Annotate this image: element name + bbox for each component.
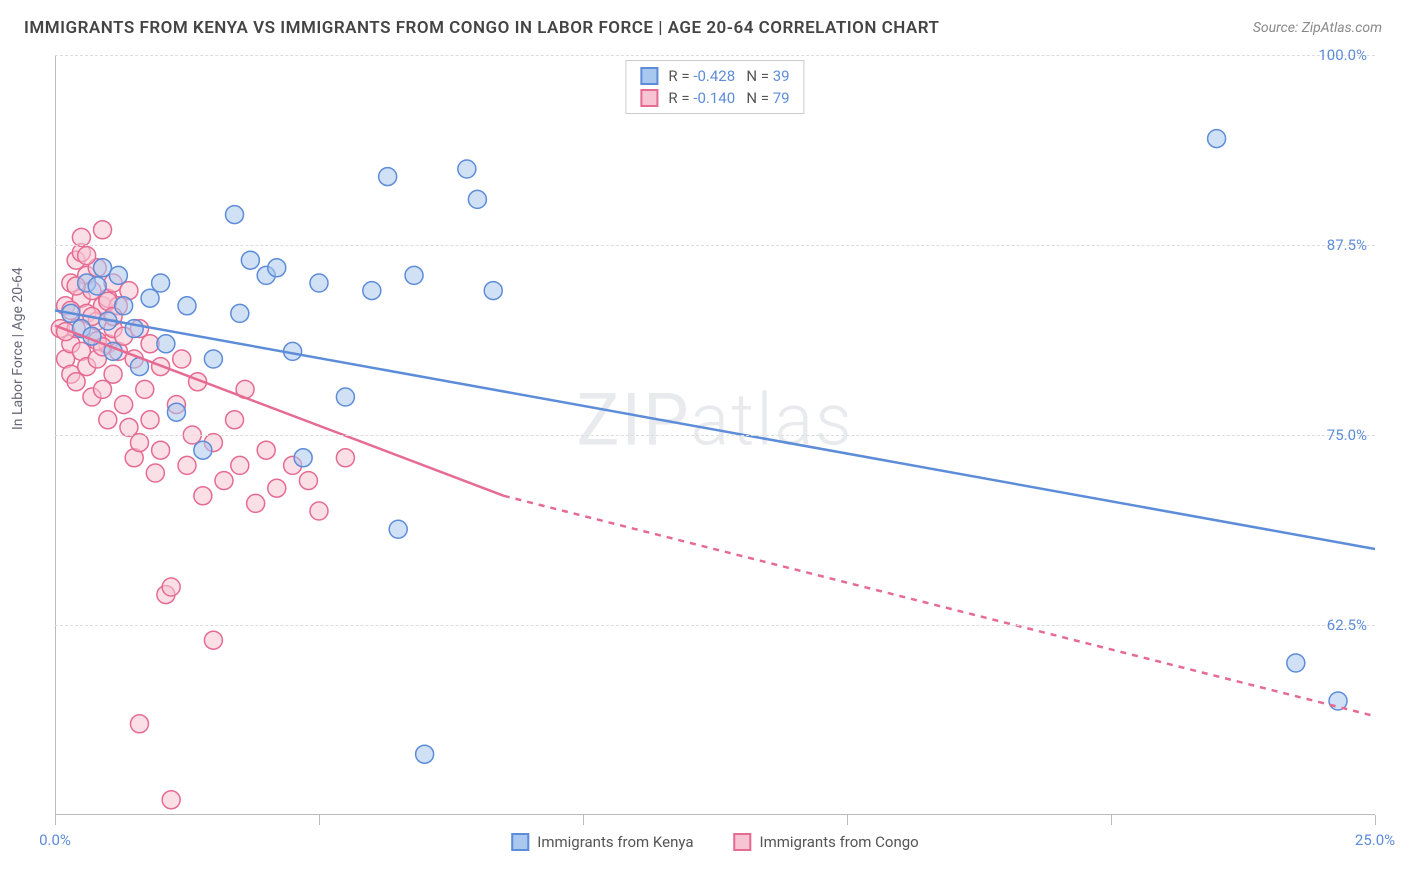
source-attribution: Source: ZipAtlas.com bbox=[1253, 20, 1382, 36]
ytick-label: 87.5% bbox=[1327, 236, 1367, 254]
data-point bbox=[115, 297, 133, 315]
data-point bbox=[379, 168, 397, 186]
data-point bbox=[247, 494, 265, 512]
data-point bbox=[204, 631, 222, 649]
series-legend: Immigrants from Kenya Immigrants from Co… bbox=[511, 833, 918, 851]
data-point bbox=[115, 396, 133, 414]
data-point bbox=[268, 259, 286, 277]
chart-plot-area: ZIPatlas R = -0.428 N = 39 R = -0.140 N … bbox=[55, 55, 1375, 815]
data-point bbox=[336, 388, 354, 406]
xtick bbox=[55, 815, 56, 825]
data-point bbox=[257, 441, 275, 459]
data-point bbox=[78, 247, 96, 265]
legend-label: Immigrants from Kenya bbox=[537, 833, 693, 851]
xtick-label: 0.0% bbox=[39, 831, 71, 849]
data-point bbox=[136, 380, 154, 398]
data-point bbox=[215, 472, 233, 490]
legend-row-kenya: R = -0.428 N = 39 bbox=[626, 65, 803, 87]
data-point bbox=[241, 251, 259, 269]
swatch-congo bbox=[640, 89, 658, 107]
data-point bbox=[167, 403, 185, 421]
data-point bbox=[405, 266, 423, 284]
ytick-label: 75.0% bbox=[1327, 426, 1367, 444]
data-point bbox=[162, 578, 180, 596]
data-point bbox=[152, 441, 170, 459]
regression-line bbox=[504, 496, 1375, 716]
data-point bbox=[130, 715, 148, 733]
data-point bbox=[152, 274, 170, 292]
swatch-kenya bbox=[511, 833, 529, 851]
data-point bbox=[141, 289, 159, 307]
data-point bbox=[178, 456, 196, 474]
ytick-label: 100.0% bbox=[1318, 46, 1367, 64]
data-point bbox=[94, 380, 112, 398]
regression-line bbox=[55, 310, 1375, 549]
data-point bbox=[363, 282, 381, 300]
data-point bbox=[109, 266, 127, 284]
data-point bbox=[416, 745, 434, 763]
data-point bbox=[104, 365, 122, 383]
data-point bbox=[1287, 654, 1305, 672]
xtick bbox=[1375, 815, 1376, 825]
swatch-congo bbox=[734, 833, 752, 851]
data-point bbox=[310, 502, 328, 520]
gridline bbox=[55, 55, 1375, 56]
data-point bbox=[194, 441, 212, 459]
data-point bbox=[1208, 130, 1226, 148]
xtick bbox=[847, 815, 848, 825]
xtick bbox=[319, 815, 320, 825]
xtick-label: 25.0% bbox=[1355, 831, 1395, 849]
ytick-label: 62.5% bbox=[1327, 616, 1367, 634]
data-point bbox=[389, 520, 407, 538]
xtick bbox=[583, 815, 584, 825]
gridline bbox=[55, 245, 1375, 246]
y-axis-label: In Labor Force | Age 20-64 bbox=[10, 267, 26, 430]
chart-header: IMMIGRANTS FROM KENYA VS IMMIGRANTS FROM… bbox=[0, 0, 1406, 48]
data-point bbox=[299, 472, 317, 490]
correlation-legend: R = -0.428 N = 39 R = -0.140 N = 79 bbox=[625, 60, 804, 114]
data-point bbox=[231, 304, 249, 322]
legend-row-congo: R = -0.140 N = 79 bbox=[626, 87, 803, 109]
data-point bbox=[204, 350, 222, 368]
data-point bbox=[141, 411, 159, 429]
data-point bbox=[94, 221, 112, 239]
chart-title: IMMIGRANTS FROM KENYA VS IMMIGRANTS FROM… bbox=[24, 18, 940, 38]
gridline bbox=[55, 625, 1375, 626]
data-point bbox=[173, 350, 191, 368]
data-point bbox=[231, 456, 249, 474]
data-point bbox=[310, 274, 328, 292]
xtick bbox=[1111, 815, 1112, 825]
data-point bbox=[458, 160, 476, 178]
data-point bbox=[226, 411, 244, 429]
data-point bbox=[194, 487, 212, 505]
data-point bbox=[88, 277, 106, 295]
data-point bbox=[157, 335, 175, 353]
gridline bbox=[55, 435, 1375, 436]
legend-item-kenya: Immigrants from Kenya bbox=[511, 833, 693, 851]
data-point bbox=[336, 449, 354, 467]
data-point bbox=[294, 449, 312, 467]
data-point bbox=[484, 282, 502, 300]
data-point bbox=[67, 373, 85, 391]
data-point bbox=[268, 479, 286, 497]
data-point bbox=[120, 418, 138, 436]
data-point bbox=[178, 297, 196, 315]
data-point bbox=[146, 464, 164, 482]
data-point bbox=[226, 206, 244, 224]
data-point bbox=[99, 411, 117, 429]
data-point bbox=[162, 791, 180, 809]
data-point bbox=[72, 228, 90, 246]
data-point bbox=[468, 190, 486, 208]
legend-label: Immigrants from Congo bbox=[760, 833, 919, 851]
legend-item-congo: Immigrants from Congo bbox=[734, 833, 919, 851]
data-point bbox=[130, 434, 148, 452]
swatch-kenya bbox=[640, 67, 658, 85]
